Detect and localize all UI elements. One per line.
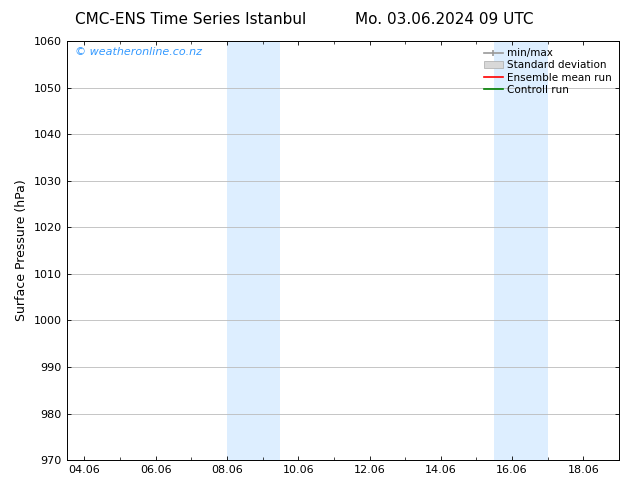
Text: Mo. 03.06.2024 09 UTC: Mo. 03.06.2024 09 UTC [354, 12, 533, 27]
Bar [227, 41, 280, 460]
Bar [495, 41, 548, 460]
Y-axis label: Surface Pressure (hPa): Surface Pressure (hPa) [15, 180, 28, 321]
Text: CMC-ENS Time Series Istanbul: CMC-ENS Time Series Istanbul [75, 12, 306, 27]
Text: © weatheronline.co.nz: © weatheronline.co.nz [75, 48, 202, 57]
Legend: min/max, Standard deviation, Ensemble mean run, Controll run: min/max, Standard deviation, Ensemble me… [480, 44, 616, 99]
